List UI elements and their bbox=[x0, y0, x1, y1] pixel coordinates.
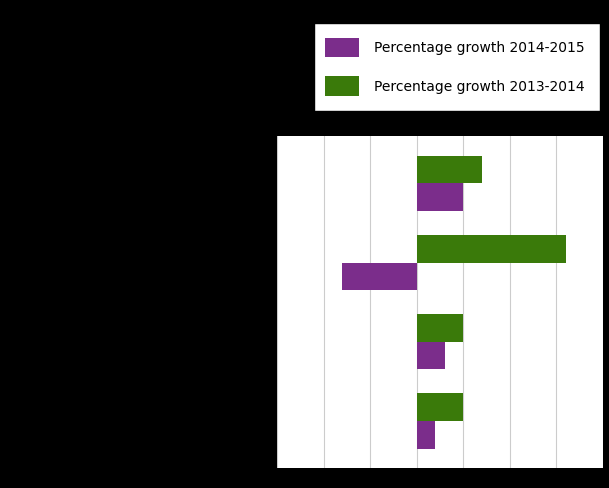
Text: Percentage growth 2014-2015: Percentage growth 2014-2015 bbox=[374, 41, 585, 55]
Bar bbox=[325, 77, 359, 97]
Text: Percentage growth 2013-2014: Percentage growth 2013-2014 bbox=[374, 80, 585, 94]
Bar bbox=[417, 421, 435, 449]
Bar bbox=[417, 342, 445, 370]
Bar bbox=[417, 235, 566, 263]
Bar bbox=[417, 184, 463, 212]
Bar bbox=[342, 263, 417, 291]
Bar bbox=[325, 39, 359, 58]
Bar bbox=[417, 156, 482, 184]
Bar bbox=[417, 393, 463, 421]
Bar bbox=[417, 314, 463, 342]
